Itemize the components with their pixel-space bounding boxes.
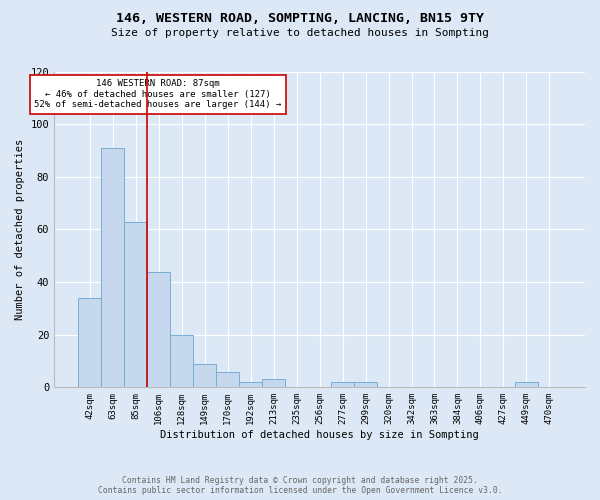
Bar: [331, 382, 354, 388]
Bar: [354, 382, 377, 388]
Bar: [193, 364, 216, 388]
Text: 146, WESTERN ROAD, SOMPTING, LANCING, BN15 9TY: 146, WESTERN ROAD, SOMPTING, LANCING, BN…: [116, 12, 484, 26]
Text: Size of property relative to detached houses in Sompting: Size of property relative to detached ho…: [111, 28, 489, 38]
Bar: [147, 272, 170, 388]
Y-axis label: Number of detached properties: Number of detached properties: [15, 139, 25, 320]
Bar: [216, 372, 239, 388]
Bar: [515, 382, 538, 388]
Bar: [124, 222, 147, 388]
Text: 146 WESTERN ROAD: 87sqm
← 46% of detached houses are smaller (127)
52% of semi-d: 146 WESTERN ROAD: 87sqm ← 46% of detache…: [34, 80, 281, 109]
Bar: [170, 334, 193, 388]
X-axis label: Distribution of detached houses by size in Sompting: Distribution of detached houses by size …: [160, 430, 479, 440]
Text: Contains HM Land Registry data © Crown copyright and database right 2025.
Contai: Contains HM Land Registry data © Crown c…: [98, 476, 502, 495]
Bar: [262, 380, 285, 388]
Bar: [78, 298, 101, 388]
Bar: [101, 148, 124, 388]
Bar: [239, 382, 262, 388]
